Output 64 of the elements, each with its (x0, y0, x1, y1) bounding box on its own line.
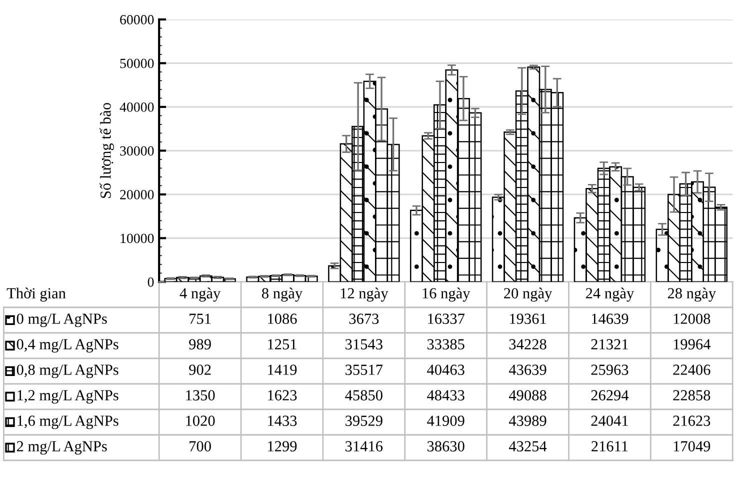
legend-label: 0,4 mg/L AgNPs (16, 339, 118, 353)
y-tick-label: 30000 (120, 146, 154, 156)
legend-label: 1,2 mg/L AgNPs (18, 390, 118, 404)
y-tick-label: 10000 (120, 234, 154, 244)
x-axis-title: Thời gian (6, 288, 66, 302)
data-label: 25963 (591, 364, 628, 375)
data-label: 33385 (427, 339, 464, 350)
data-label: 31416 (346, 441, 383, 452)
data-label: 700 (190, 441, 211, 452)
data-label: 989 (189, 339, 211, 350)
data-label: 1623 (268, 390, 297, 400)
y-tick-label: 40000 (120, 102, 154, 112)
x-tick-label: 16 ngày (422, 288, 470, 302)
data-label: 26294 (591, 390, 629, 400)
data-label: 43254 (508, 441, 547, 452)
legend-label: 0,8 mg/L AgNPs (16, 364, 118, 378)
data-label: 41909 (427, 416, 464, 426)
x-tick-label: 28 ngày (668, 288, 716, 302)
data-label: 14639 (592, 314, 628, 324)
data-label: 19964 (674, 339, 710, 350)
x-tick-label: 4 ngày (180, 288, 221, 302)
data-label: 49088 (508, 390, 546, 400)
data-label: 39529 (346, 416, 382, 426)
data-label: 12008 (674, 314, 710, 324)
data-label: 45850 (345, 390, 382, 400)
data-label: 43989 (508, 416, 546, 426)
data-label: 38630 (427, 441, 464, 452)
y-tick-label: 0 (148, 277, 154, 287)
data-label: 22406 (673, 364, 710, 375)
data-label: 17049 (674, 441, 710, 452)
data-label: 40463 (427, 364, 464, 375)
y-tick-label: 60000 (120, 15, 154, 24)
data-label: 21611 (592, 441, 628, 452)
y-tick-label: 50000 (120, 58, 154, 68)
data-label: 1086 (268, 314, 297, 324)
x-tick-label: 20 ngày (504, 288, 552, 302)
data-label: 19361 (510, 314, 546, 324)
data-label: 48433 (427, 390, 464, 400)
data-label: 24041 (591, 416, 628, 426)
data-label: 3673 (349, 314, 379, 324)
legend-label: 1,6 mg/L AgNPs (18, 416, 118, 430)
x-tick-label: 24 ngày (586, 288, 634, 302)
data-label: 1433 (268, 416, 297, 426)
y-axis-title: Số lượng tế bào (100, 102, 114, 198)
data-label: 21623 (673, 416, 710, 426)
data-label: 43639 (508, 364, 546, 375)
data-label: 16337 (428, 314, 465, 324)
data-label: 1299 (268, 441, 297, 452)
data-label: 21321 (591, 339, 628, 350)
y-tick-label: 20000 (120, 190, 154, 200)
legend-label: 0 mg/L AgNPs (16, 314, 107, 328)
data-label: 1020 (186, 416, 215, 426)
x-tick-label: 12 ngày (340, 288, 388, 302)
data-label: 1350 (186, 390, 215, 400)
data-label: 35517 (346, 364, 383, 375)
legend-label: 2 mg/L AgNPs (16, 441, 107, 455)
data-label: 902 (189, 364, 211, 375)
data-label: 34228 (509, 339, 546, 350)
x-tick-label: 8 ngày (262, 288, 303, 302)
data-label: 22858 (673, 390, 710, 400)
data-label: 1251 (268, 339, 296, 350)
data-label: 31543 (346, 339, 382, 350)
data-label: 1419 (268, 364, 297, 375)
data-label: 751 (190, 314, 211, 324)
